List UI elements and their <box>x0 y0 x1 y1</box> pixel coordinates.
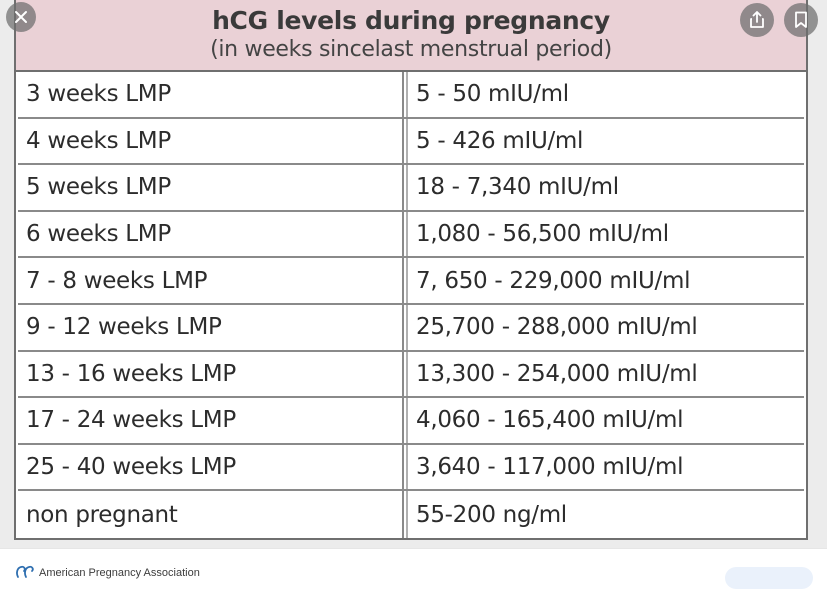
table-row: 5 weeks LMP 18 - 7,340 mIU/ml <box>18 165 804 212</box>
period-cell: 7 - 8 weeks LMP <box>18 258 404 303</box>
level-cell: 55-200 ng/ml <box>406 491 804 538</box>
source-footer: American Pregnancy Association <box>0 548 827 589</box>
visit-button[interactable] <box>725 567 813 589</box>
period-cell: non pregnant <box>18 491 404 538</box>
bookmark-icon <box>795 11 807 28</box>
source-logo-icon <box>16 565 34 578</box>
period-cell: 5 weeks LMP <box>18 165 404 210</box>
period-cell: 3 weeks LMP <box>18 72 404 117</box>
source-name[interactable]: American Pregnancy Association <box>39 567 200 579</box>
table-title: hCG levels during pregnancy <box>212 6 610 35</box>
level-cell: 7, 650 - 229,000 mIU/ml <box>406 258 804 303</box>
level-cell: 5 - 426 mIU/ml <box>406 118 804 164</box>
share-icon <box>750 11 764 28</box>
period-cell: 13 - 16 weeks LMP <box>18 351 404 397</box>
period-cell: 17 - 24 weeks LMP <box>18 398 404 443</box>
level-cell: 4,060 - 165,400 mIU/ml <box>406 398 804 443</box>
table-row: 25 - 40 weeks LMP 3,640 - 117,000 mIU/ml <box>18 444 804 492</box>
level-cell: 1,080 - 56,500 mIU/ml <box>406 211 804 257</box>
table-row: 9 - 12 weeks LMP 25,700 - 288,000 mIU/ml <box>18 304 804 352</box>
level-cell: 25,700 - 288,000 mIU/ml <box>406 304 804 350</box>
table-row: non pregnant 55-200 ng/ml <box>18 491 804 538</box>
table-header: hCG levels during pregnancy (in weeks si… <box>16 0 806 72</box>
period-cell: 25 - 40 weeks LMP <box>18 444 404 490</box>
hcg-table: hCG levels during pregnancy (in weeks si… <box>14 0 808 540</box>
table-row: 3 weeks LMP 5 - 50 mIU/ml <box>18 72 804 119</box>
close-button[interactable] <box>6 2 36 32</box>
table-body: 3 weeks LMP 5 - 50 mIU/ml 4 weeks LMP 5 … <box>16 72 806 538</box>
table-row: 13 - 16 weeks LMP 13,300 - 254,000 mIU/m… <box>18 351 804 399</box>
table-row: 17 - 24 weeks LMP 4,060 - 165,400 mIU/ml <box>18 398 804 445</box>
image-viewer: hCG levels during pregnancy (in weeks si… <box>0 0 827 548</box>
bookmark-button[interactable] <box>784 3 818 37</box>
period-cell: 4 weeks LMP <box>18 118 404 164</box>
table-row: 6 weeks LMP 1,080 - 56,500 mIU/ml <box>18 211 804 259</box>
period-cell: 6 weeks LMP <box>18 211 404 257</box>
level-cell: 5 - 50 mIU/ml <box>406 72 804 117</box>
level-cell: 3,640 - 117,000 mIU/ml <box>406 444 804 490</box>
table-row: 7 - 8 weeks LMP 7, 650 - 229,000 mIU/ml <box>18 258 804 305</box>
level-cell: 13,300 - 254,000 mIU/ml <box>406 351 804 397</box>
level-cell: 18 - 7,340 mIU/ml <box>406 165 804 210</box>
share-button[interactable] <box>740 3 774 37</box>
close-icon <box>15 11 27 23</box>
table-subtitle: (in weeks sincelast menstrual period) <box>210 37 612 62</box>
period-cell: 9 - 12 weeks LMP <box>18 304 404 350</box>
table-row: 4 weeks LMP 5 - 426 mIU/ml <box>18 118 804 166</box>
